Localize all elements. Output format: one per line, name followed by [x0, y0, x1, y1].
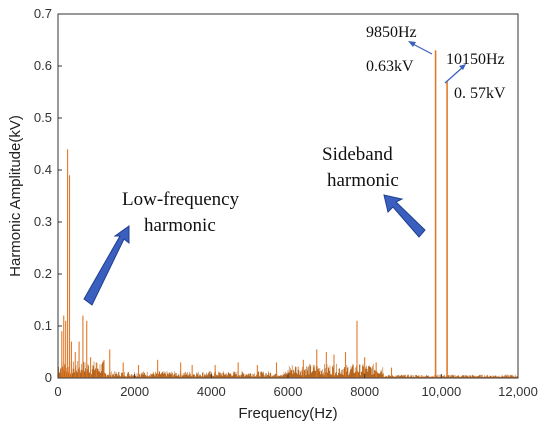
y-axis-title: Harmonic Amplitude(kV): [7, 115, 24, 277]
y-tick-label-1: 0.1: [34, 318, 52, 333]
y-tick-label-3: 0.3: [34, 214, 52, 229]
y-tick-label-2: 0.2: [34, 266, 52, 281]
low-frequency-label-line1: Low-frequency: [122, 189, 240, 210]
y-tick-label-7: 0.7: [34, 6, 52, 21]
sideband-label-line2: harmonic: [327, 170, 399, 191]
peak1-pointer-line: [410, 42, 433, 55]
peak2-pointer-line: [444, 66, 464, 84]
x-tick-label-4: 8000: [350, 384, 379, 399]
y-tick-label-0: 0: [45, 370, 52, 385]
peak2-amplitude-label: 0. 57kV: [454, 85, 506, 102]
y-tick-label-6: 0.6: [34, 58, 52, 73]
sideband-arrow: [383, 194, 426, 238]
x-tick-label-6: 12,000: [498, 384, 538, 399]
y-tick-label-5: 0.5: [34, 110, 52, 125]
x-axis-ticks: 0 2000 4000 6000 8000 10,000 12,000: [54, 374, 538, 399]
x-tick-label-2: 4000: [197, 384, 226, 399]
noise-band-2: [287, 363, 384, 378]
peak2-frequency-label: 10150Hz: [446, 51, 505, 68]
low-frequency-arrow: [83, 225, 130, 306]
x-tick-label-5: 10,000: [421, 384, 461, 399]
x-tick-label-0: 0: [54, 384, 61, 399]
y-tick-label-4: 0.4: [34, 162, 52, 177]
peak1-pointer-head: [408, 41, 416, 47]
peak1-amplitude-label: 0.63kV: [366, 58, 414, 75]
peak1-frequency-label: 9850Hz: [366, 24, 417, 41]
x-tick-label-3: 6000: [274, 384, 303, 399]
low-frequency-label-line2: harmonic: [144, 215, 216, 236]
x-axis-title: Frequency(Hz): [238, 405, 337, 422]
sideband-label-line1: Sideband: [322, 144, 393, 165]
peak-pointer-arrows: [408, 41, 466, 84]
peak2-pointer-head: [459, 64, 466, 70]
x-tick-label-1: 2000: [120, 384, 149, 399]
y-axis-ticks: 0 0.1 0.2 0.3 0.4 0.5 0.6 0.7: [34, 6, 62, 385]
spectrum-marks: [57, 50, 518, 379]
